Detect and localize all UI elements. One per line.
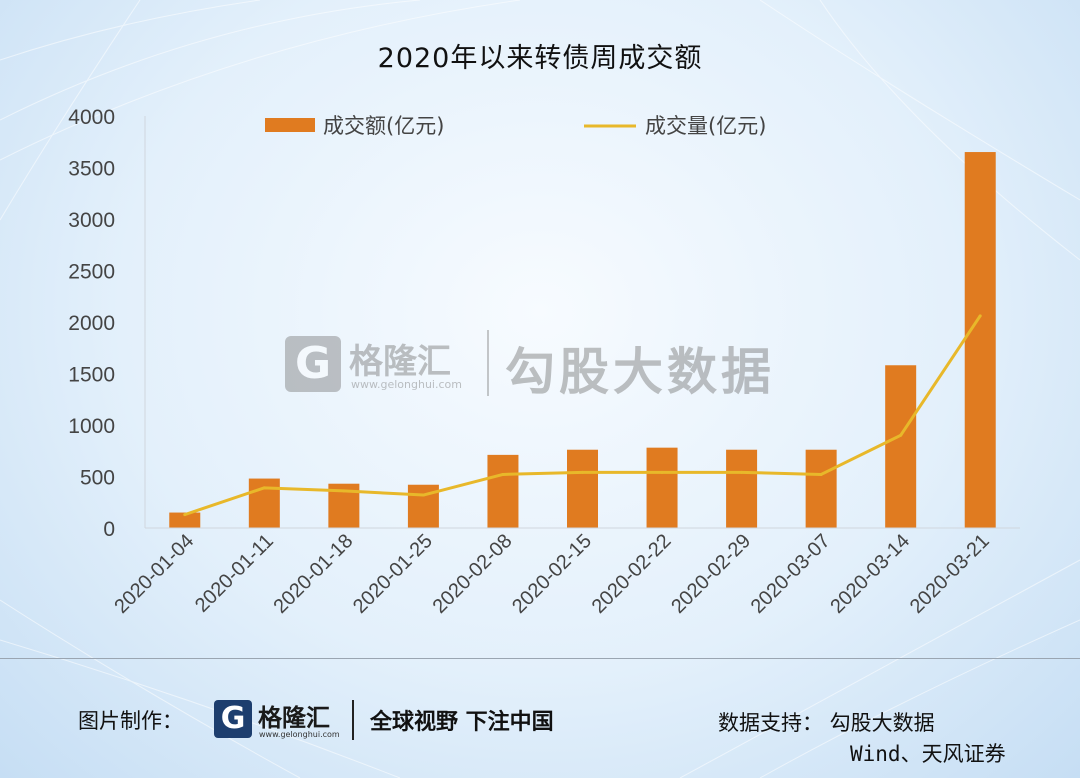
x-tick-label: 2020-01-25 <box>349 530 437 618</box>
legend-label-line: 成交量(亿元) <box>645 114 766 138</box>
brand-divider <box>352 700 354 740</box>
line-point <box>819 472 823 476</box>
legend: 成交额(亿元) 成交量(亿元) <box>265 114 766 138</box>
bar <box>169 512 201 528</box>
made-by-label: 图片制作： <box>78 709 183 733</box>
data-sources: Wind、天风证券 <box>850 742 1006 766</box>
x-tick-label: 2020-01-11 <box>191 530 278 617</box>
legend-swatch-bar <box>265 118 315 132</box>
line-point <box>660 470 664 474</box>
x-tick-label: 2020-02-29 <box>667 530 755 618</box>
y-tick-label: 500 <box>80 467 115 490</box>
line-point <box>581 470 584 474</box>
y-tick-label: 1500 <box>68 364 115 387</box>
line-point <box>262 486 266 490</box>
x-tick-label: 2020-02-15 <box>508 530 596 618</box>
x-tick-label: 2020-02-08 <box>429 530 517 618</box>
x-axis: 2020-01-042020-01-112020-01-182020-01-25… <box>110 527 1020 618</box>
x-tick-label: 2020-03-07 <box>747 530 835 618</box>
line-point <box>342 489 346 493</box>
bar <box>248 478 280 528</box>
brand-slogan: 全球视野 下注中国 <box>370 710 554 735</box>
legend-label-bar: 成交额(亿元) <box>323 114 444 138</box>
bar <box>964 152 996 529</box>
brand-name: 格隆汇 <box>258 704 330 732</box>
bar <box>805 449 837 528</box>
brand-logo-icon: G <box>214 700 252 738</box>
y-tick-label: 2000 <box>68 312 115 335</box>
brand-url: www.gelonghui.com <box>259 730 340 739</box>
chart: 0 500 1000 1500 2000 2500 3000 3500 4000 成交额(亿元)… <box>68 106 1020 618</box>
bar <box>885 365 917 528</box>
line-point <box>740 470 744 474</box>
y-tick-label: 4000 <box>68 106 115 129</box>
y-tick-label: 3500 <box>68 158 115 181</box>
bar <box>487 454 519 528</box>
bar <box>646 447 678 528</box>
x-tick-label: 2020-01-18 <box>269 530 357 618</box>
bar <box>567 449 598 528</box>
line-point <box>501 472 505 476</box>
y-axis: 0 500 1000 1500 2000 2500 3000 3500 4000 <box>68 106 146 541</box>
y-tick-label: 1000 <box>68 415 115 438</box>
data-support-label: 数据支持： 勾股大数据 <box>718 711 935 735</box>
line-series <box>183 314 982 517</box>
line-point <box>421 493 425 497</box>
line-point <box>978 314 982 318</box>
bar-series <box>169 152 996 529</box>
footer-divider <box>0 658 1080 659</box>
y-tick-label: 0 <box>103 518 115 541</box>
bar <box>726 449 758 528</box>
chart-title: 2020年以来转债周成交额 <box>377 43 703 74</box>
y-tick-label: 2500 <box>68 261 115 284</box>
line-point <box>899 433 903 437</box>
y-tick-label: 3000 <box>68 209 115 232</box>
footer-brand: G 格隆汇 www.gelonghui.com 全球视野 下注中国 <box>214 698 584 744</box>
x-tick-label: 2020-03-14 <box>826 530 914 618</box>
x-tick-label: 2020-02-22 <box>588 530 676 618</box>
x-tick-label: 2020-03-21 <box>906 530 994 618</box>
line-point <box>183 513 187 517</box>
x-tick-label: 2020-01-04 <box>110 530 198 618</box>
